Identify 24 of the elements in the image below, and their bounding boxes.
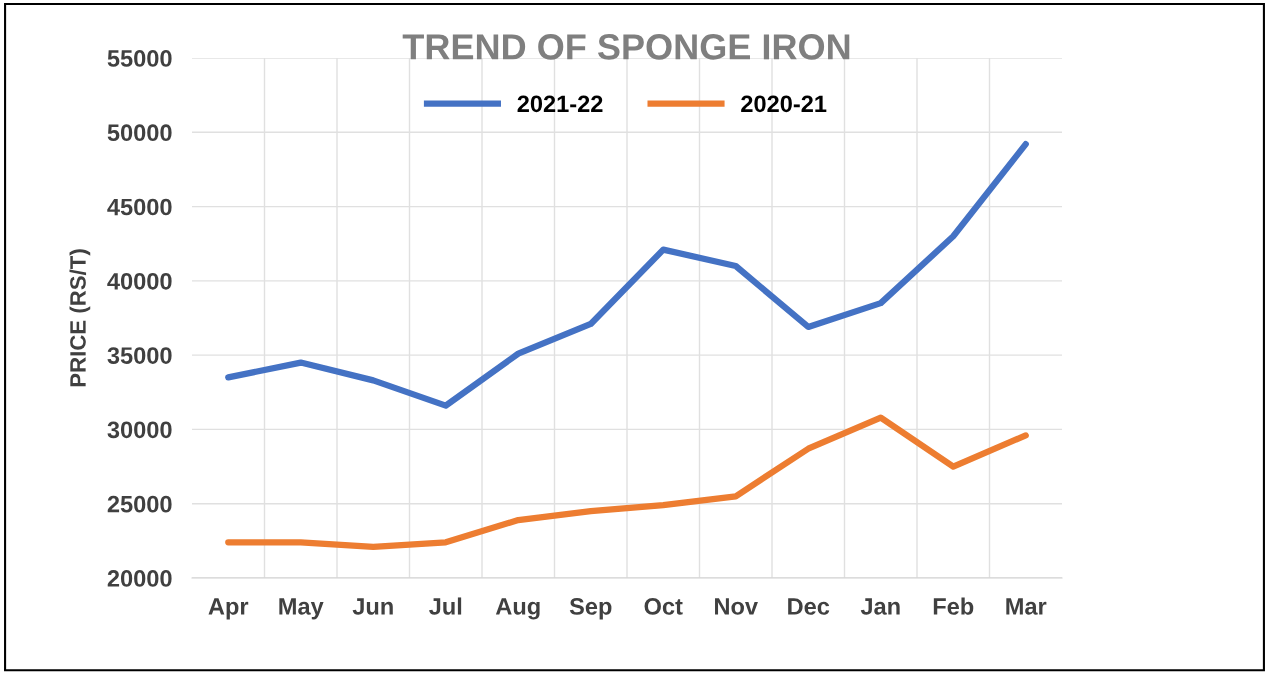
- y-tick-label: 25000: [107, 495, 172, 513]
- y-tick-label: 40000: [107, 272, 172, 290]
- x-tick-label: Apr: [208, 598, 249, 620]
- x-tick-label: Jan: [860, 598, 900, 615]
- x-tick-label: Dec: [788, 598, 830, 615]
- legend-label: 2021-22: [517, 95, 603, 113]
- chart-title: TREND OF SPONGE IRON: [402, 34, 850, 60]
- x-tick-label: May: [279, 598, 324, 620]
- y-axis-title: PRICE (RS/T): [69, 249, 91, 387]
- y-tick-label: 55000: [107, 50, 172, 67]
- legend-label: 2020-21: [741, 95, 827, 113]
- y-tick-label: 35000: [107, 347, 172, 364]
- y-tick-label: 45000: [107, 198, 172, 216]
- x-tick-label: Aug: [495, 598, 540, 620]
- x-tick-label: Jul: [429, 597, 462, 615]
- x-tick-label: Oct: [644, 598, 683, 615]
- y-tick-label: 30000: [107, 421, 172, 439]
- x-tick-label: Mar: [1006, 598, 1047, 615]
- x-tick-label: Jun: [352, 598, 393, 615]
- x-tick-label: Nov: [715, 598, 758, 615]
- x-tick-label: Sep: [569, 598, 612, 620]
- y-tick-label: 50000: [107, 124, 172, 142]
- x-tick-label: Feb: [933, 597, 974, 615]
- y-tick-label: 20000: [107, 570, 172, 587]
